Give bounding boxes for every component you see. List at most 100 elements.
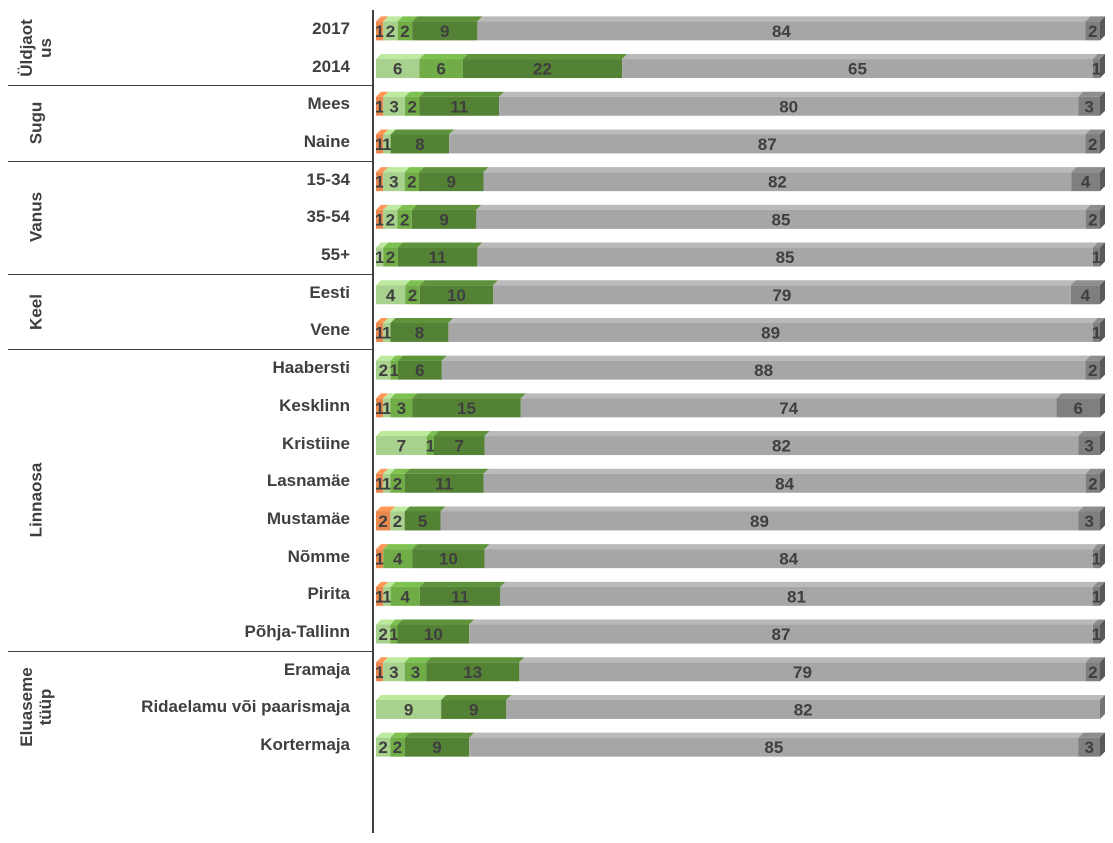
data-label: 9 [440, 22, 449, 41]
bar-segment [520, 393, 1062, 418]
category-label: Lasnamäe [266, 471, 350, 491]
category-label: Naine [303, 131, 350, 151]
bar-segment [1085, 129, 1105, 154]
bar-segment [1085, 204, 1105, 229]
bar-segment [404, 732, 475, 757]
bar-segment [404, 91, 425, 116]
data-label: 11 [429, 248, 447, 267]
data-label: 84 [775, 474, 794, 493]
bar-segment [383, 16, 403, 41]
data-label: 9 [447, 173, 456, 192]
bar-segment [449, 129, 1091, 154]
data-label: 4 [1081, 173, 1091, 192]
data-label: 2 [1088, 361, 1097, 380]
bar-segment [390, 732, 410, 757]
bar-segment [1085, 16, 1105, 41]
bar-segment [412, 393, 526, 418]
data-label: 1 [1092, 587, 1101, 606]
bar-segment [376, 657, 389, 682]
data-label: 8 [415, 135, 424, 154]
data-label: 9 [432, 738, 441, 757]
data-label: 1 [1092, 60, 1101, 79]
data-label: 1 [375, 399, 384, 418]
bar-segment [376, 355, 396, 380]
data-label: 81 [787, 587, 806, 606]
bar-segment [1092, 544, 1105, 569]
data-label: 3 [1084, 437, 1093, 456]
data-label: 1 [375, 173, 384, 192]
bar-segment [484, 544, 1098, 569]
data-label: 4 [386, 286, 396, 305]
data-label: 5 [418, 512, 427, 531]
data-label: 1 [375, 22, 384, 41]
data-label: 11 [451, 587, 469, 606]
bar-segment [397, 242, 483, 267]
data-label: 87 [772, 625, 791, 644]
data-label: 6 [415, 361, 424, 380]
bar-segment [441, 694, 512, 719]
bar-segment [397, 619, 475, 644]
group-label: Keel [26, 293, 46, 330]
group-label: Üldjaot us [17, 18, 55, 77]
data-label: 1 [375, 97, 384, 116]
data-label: 1 [1092, 323, 1101, 342]
data-label: 11 [450, 97, 468, 116]
category-label: Kortermaja [260, 735, 350, 755]
data-label: 3 [397, 399, 406, 418]
bar-segment [376, 393, 389, 418]
data-label: 1 [1092, 248, 1101, 267]
data-label: 89 [750, 512, 769, 531]
category-axis-line [372, 10, 374, 833]
bar-segment [1056, 393, 1105, 418]
data-label: 2 [378, 512, 387, 531]
data-label: 87 [758, 135, 777, 154]
category-label: Kristiine [281, 433, 350, 453]
data-label: 1 [375, 550, 384, 569]
bar-segment [383, 581, 396, 606]
data-label: 1 [390, 361, 399, 380]
data-label: 6 [393, 60, 402, 79]
data-label: 2 [407, 173, 416, 192]
bar-segment [1070, 280, 1105, 305]
group-separator [8, 161, 372, 162]
bar-segment [506, 694, 1105, 719]
bar-segment [411, 204, 482, 229]
bar-segment [1085, 468, 1105, 493]
bar-segment [390, 506, 410, 531]
bar-segment [383, 468, 396, 493]
bar-segment [499, 91, 1084, 116]
data-label: 82 [772, 437, 791, 456]
data-label: 80 [779, 97, 798, 116]
data-label: 2 [378, 625, 387, 644]
bar-segment [405, 280, 425, 305]
data-label: 79 [793, 663, 812, 682]
group-label: Sugu [26, 101, 46, 145]
data-label: 1 [375, 323, 384, 342]
bar-segment [433, 431, 490, 456]
data-label: 8 [415, 323, 424, 342]
data-label: 1 [1092, 550, 1101, 569]
bar-segment [383, 393, 396, 418]
data-label: 2 [1088, 22, 1097, 41]
bar-segment [376, 544, 389, 569]
data-label: 2 [400, 22, 409, 41]
bar-segment [476, 204, 1091, 229]
bar-segment [419, 581, 506, 606]
data-label: 1 [375, 663, 384, 682]
data-label: 2 [379, 361, 388, 380]
data-label: 10 [424, 625, 443, 644]
data-label: 3 [389, 97, 398, 116]
group-separator [8, 85, 372, 86]
bar-segment [390, 393, 418, 418]
bar-segment [383, 167, 410, 192]
data-label: 3 [389, 173, 398, 192]
data-label: 11 [435, 474, 453, 493]
category-label: Mustamäe [266, 508, 350, 528]
bar-segment [477, 16, 1091, 41]
data-label: 1 [382, 135, 391, 154]
bar-segment [383, 544, 418, 569]
data-label: 1 [375, 210, 384, 229]
bar-segment [1092, 54, 1105, 79]
bar-segment [1078, 91, 1105, 116]
group-label: Vanus [26, 192, 46, 243]
